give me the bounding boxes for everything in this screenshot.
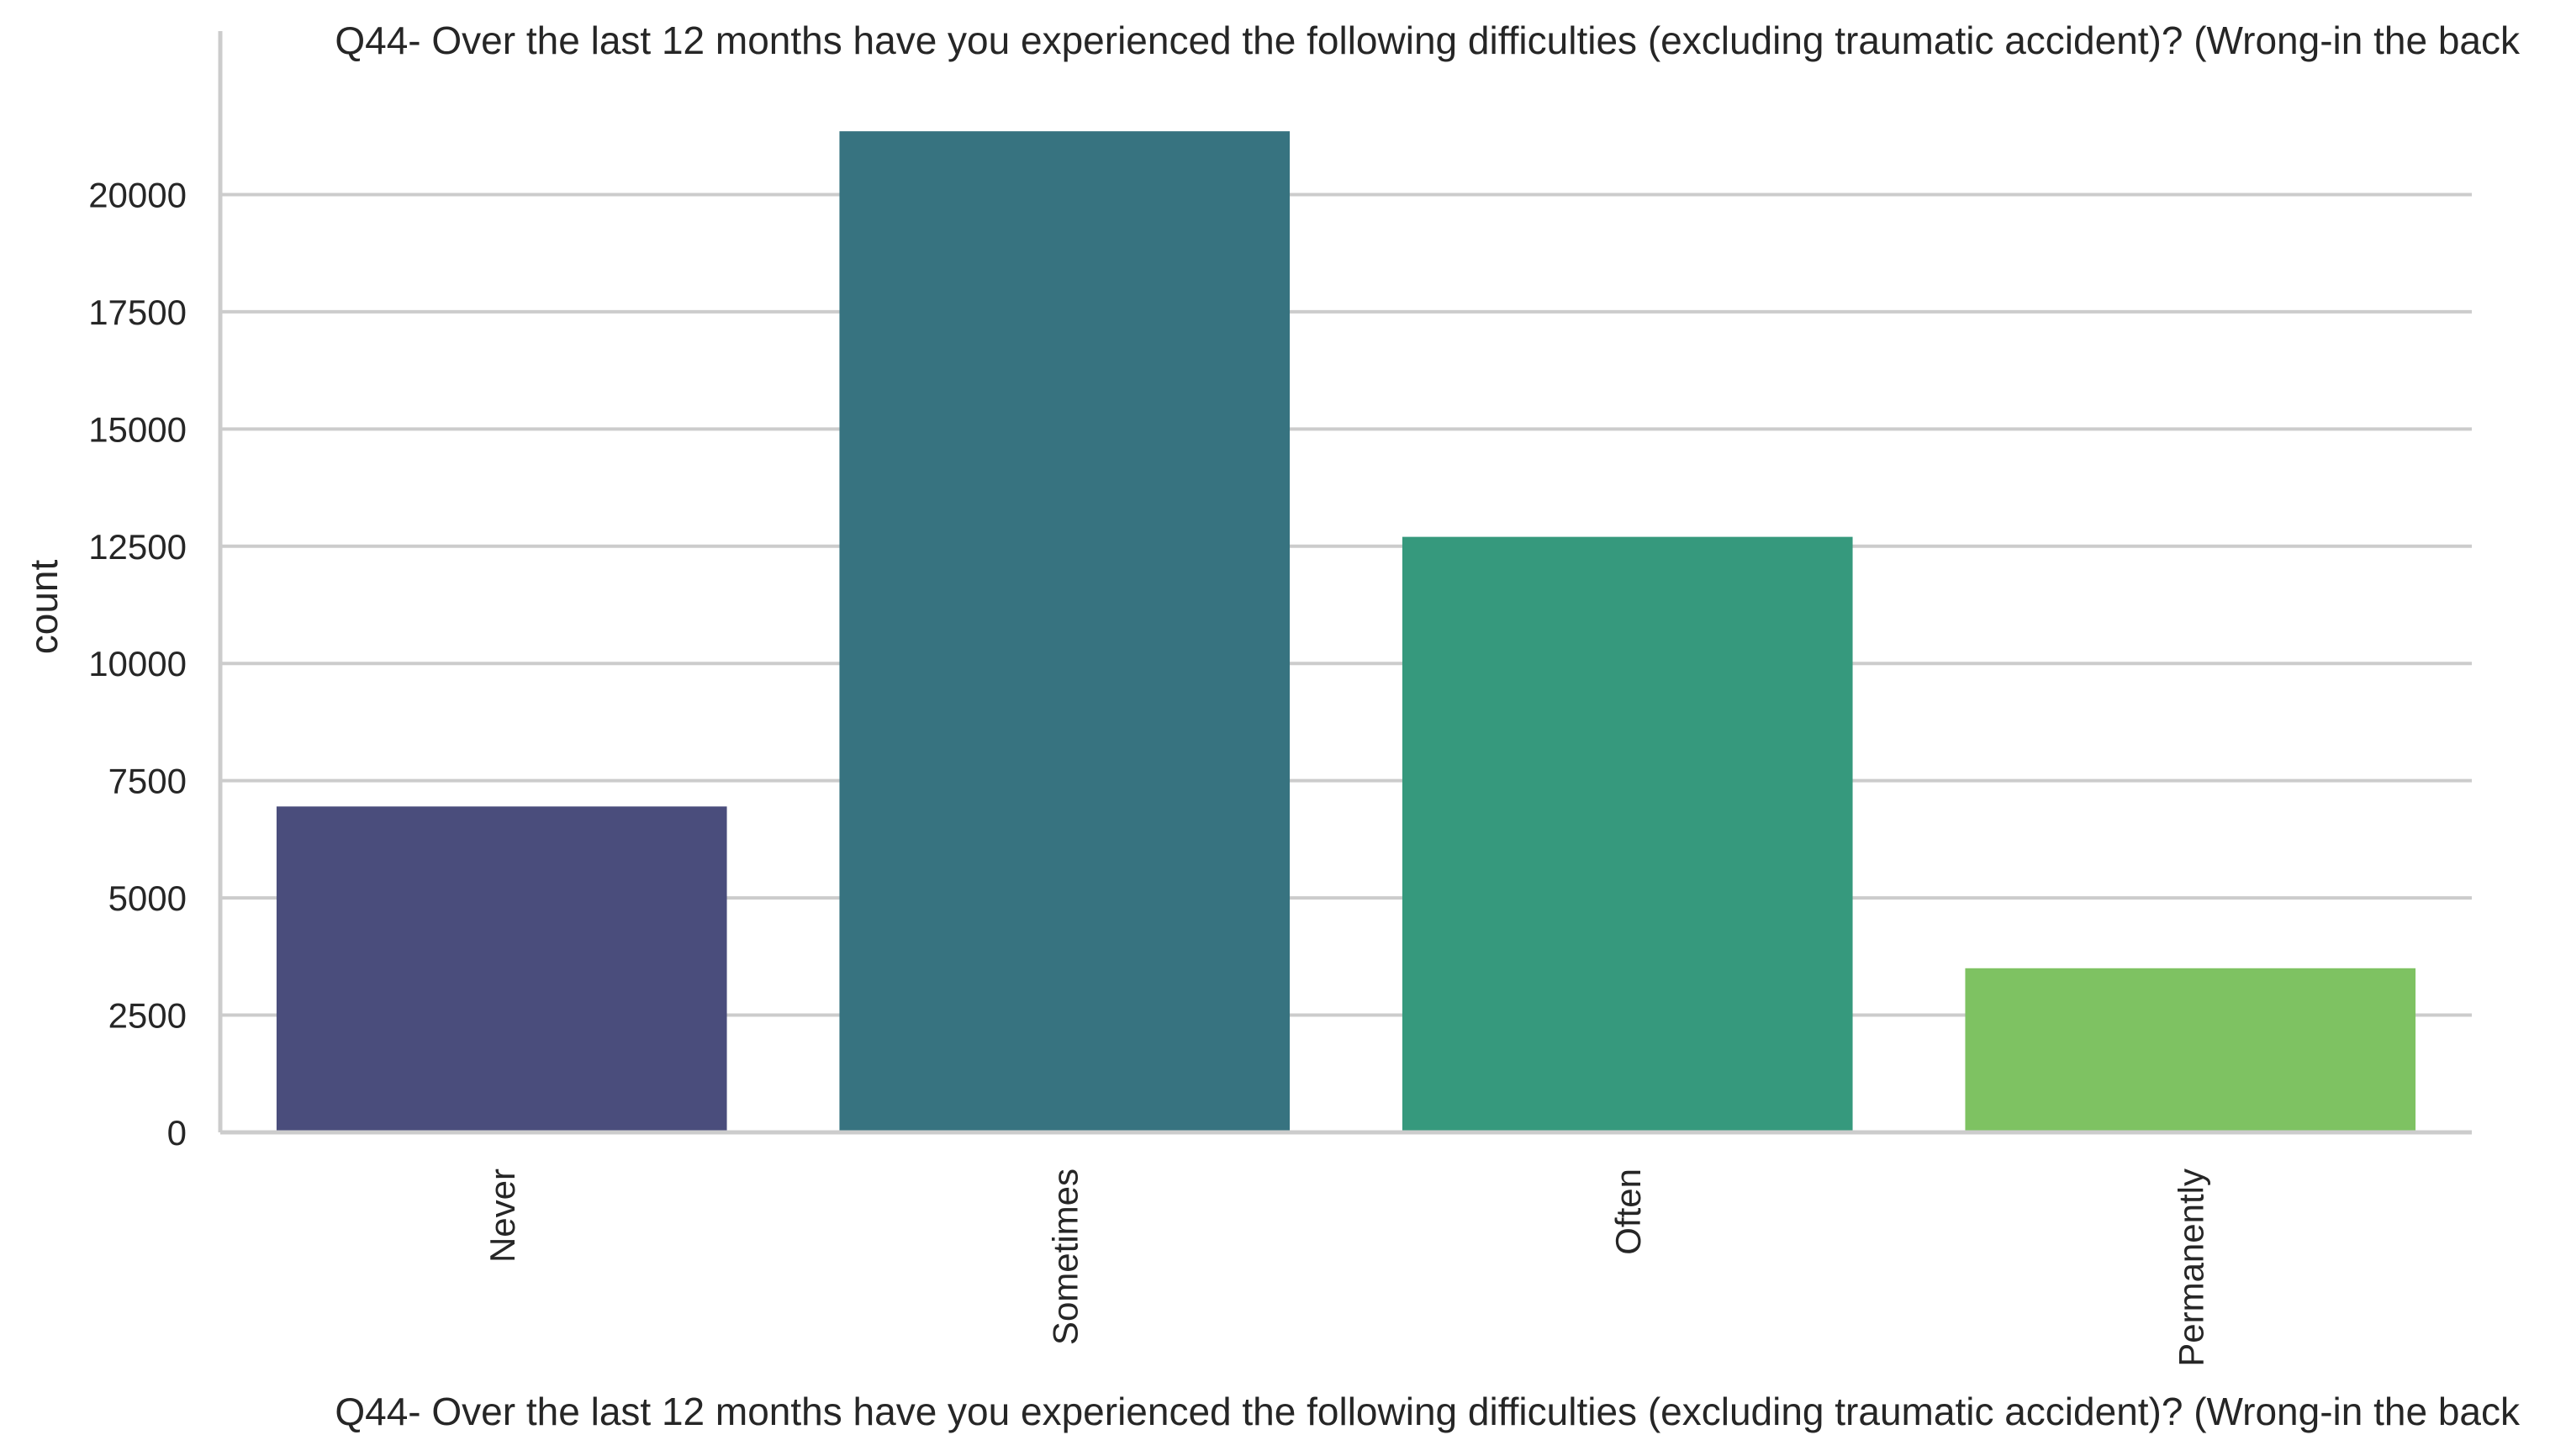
y-tick-label: 15000	[88, 409, 187, 449]
x-tick-labels: Never Sometimes Often Permanently	[483, 1168, 2211, 1367]
y-tick-label: 0	[167, 1113, 187, 1153]
x-tick-label: Often	[1608, 1168, 1648, 1255]
y-tick-label: 20000	[88, 175, 187, 214]
y-tick-label: 5000	[108, 878, 187, 918]
x-tick-label: Permanently	[2171, 1168, 2210, 1367]
bar-permanently	[1965, 968, 2416, 1132]
chart-title: Q44- Over the last 12 months have you ex…	[335, 18, 2521, 62]
bars	[276, 131, 2416, 1133]
y-tick-label: 10000	[88, 644, 187, 683]
y-tick-label: 2500	[108, 996, 187, 1036]
y-tick-label: 7500	[108, 762, 187, 801]
y-tick-label: 17500	[88, 293, 187, 332]
y-axis-title: count	[22, 560, 66, 655]
bar-never	[276, 806, 727, 1132]
x-axis-title: Q44- Over the last 12 months have you ex…	[335, 1390, 2521, 1433]
x-tick-label: Sometimes	[1045, 1168, 1085, 1345]
x-tick-label: Never	[483, 1168, 522, 1263]
y-tick-labels: 0 2500 5000 7500 10000 12500 15000 17500 20000	[88, 175, 187, 1153]
bar-often	[1402, 536, 1853, 1132]
bar-sometimes	[839, 131, 1291, 1133]
y-tick-label: 12500	[88, 527, 187, 567]
